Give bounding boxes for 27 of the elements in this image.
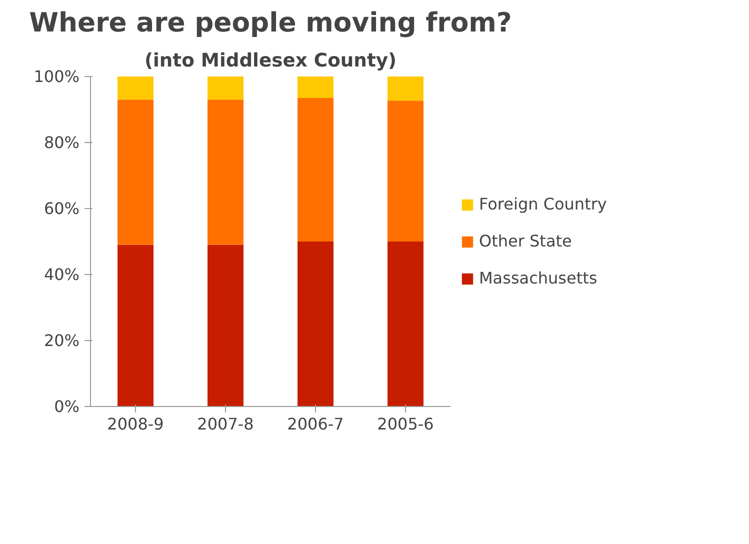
bar <box>118 100 154 245</box>
bar <box>388 100 424 242</box>
y-tick-label: 20% <box>44 331 80 350</box>
y-tick-label: 100% <box>34 67 80 86</box>
y-tick-label: 80% <box>44 133 80 152</box>
bar <box>388 76 424 101</box>
legend-label: Other State <box>479 232 572 250</box>
bar <box>298 98 334 242</box>
x-tick-label: 2008-9 <box>107 414 164 434</box>
y-tick-label: 40% <box>44 265 80 284</box>
legend-label: Massachusetts <box>479 268 598 288</box>
chart-title: Where are people moving from? <box>29 8 512 38</box>
bar <box>298 242 334 406</box>
y-tick-label: 0% <box>54 397 80 416</box>
bar <box>118 244 154 406</box>
bar <box>118 76 154 100</box>
x-tick-label: 2006-7 <box>287 414 344 434</box>
bar <box>388 242 424 406</box>
legend-label: Foreign Country <box>479 194 607 214</box>
bar <box>208 100 244 245</box>
bar <box>208 76 244 100</box>
chart-subtitle: (into Middlesex County) <box>144 50 397 72</box>
y-tick-label: 60% <box>44 199 80 218</box>
x-tick-label: 2005-6 <box>377 414 434 434</box>
bar <box>298 76 334 98</box>
x-tick-label: 2007-8 <box>197 414 254 434</box>
bar <box>208 244 244 406</box>
